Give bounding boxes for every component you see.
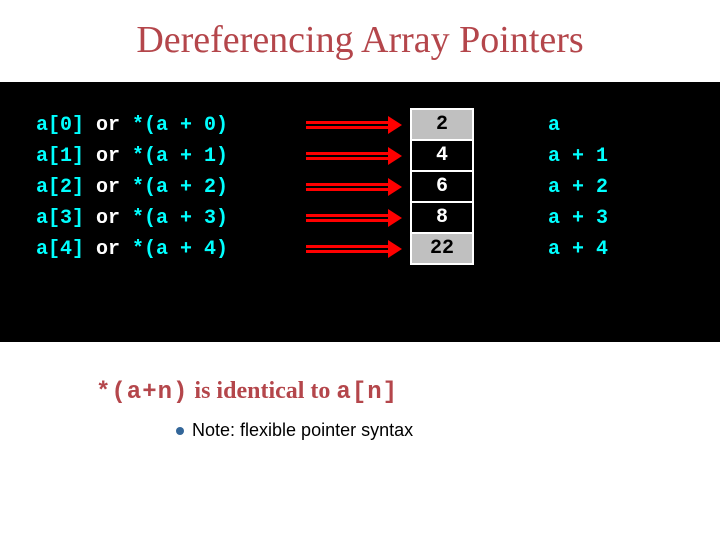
expression-row: a[0] or *(a + 0) — [36, 110, 228, 141]
array-value-cell: 8 — [411, 202, 473, 233]
address-expr: a — [548, 110, 608, 141]
identity-code-left: *(a+n) — [96, 379, 188, 406]
or-text: or — [84, 207, 132, 230]
or-text: or — [84, 238, 132, 261]
subscript-expr: a[0] — [36, 114, 84, 137]
table-row: 4 — [411, 140, 473, 171]
expression-row: a[4] or *(a + 4) — [36, 234, 228, 265]
identity-statement: *(a+n) is identical to a[n] — [96, 378, 720, 406]
or-text: or — [84, 145, 132, 168]
or-text: or — [84, 176, 132, 199]
table-row: 8 — [411, 202, 473, 233]
or-text: or — [84, 114, 132, 137]
table-row: 22 — [411, 233, 473, 264]
identity-mid-text: is identical to — [188, 378, 336, 404]
arrow-icon — [306, 114, 402, 145]
address-expr: a + 1 — [548, 141, 608, 172]
pointer-expr: *(a + 2) — [132, 176, 228, 199]
array-value-cell: 22 — [411, 233, 473, 264]
pointer-expr: *(a + 0) — [132, 114, 228, 137]
pointer-expr: *(a + 1) — [132, 145, 228, 168]
expression-row: a[2] or *(a + 2) — [36, 172, 228, 203]
bullet-icon — [176, 427, 184, 435]
arrow-icon — [306, 238, 402, 269]
summary-block: *(a+n) is identical to a[n] Note: flexib… — [0, 378, 720, 441]
note-line: Note: flexible pointer syntax — [96, 420, 720, 441]
table-row: 2 — [411, 109, 473, 140]
address-expr: a + 2 — [548, 172, 608, 203]
code-illustration-panel: a[0] or *(a + 0)a[1] or *(a + 1)a[2] or … — [0, 82, 720, 342]
expression-row: a[3] or *(a + 3) — [36, 203, 228, 234]
subscript-expr: a[2] — [36, 176, 84, 199]
expression-row: a[1] or *(a + 1) — [36, 141, 228, 172]
array-value-cell: 4 — [411, 140, 473, 171]
array-values-table: 246822 — [410, 108, 474, 265]
subscript-expr: a[3] — [36, 207, 84, 230]
address-expr: a + 4 — [548, 234, 608, 265]
address-column: aa + 1a + 2a + 3a + 4 — [548, 110, 608, 265]
table-row: 6 — [411, 171, 473, 202]
address-expr: a + 3 — [548, 203, 608, 234]
arrow-icon — [306, 145, 402, 176]
pointer-expr: *(a + 3) — [132, 207, 228, 230]
subscript-expr: a[1] — [36, 145, 84, 168]
identity-code-right: a[n] — [336, 379, 398, 406]
arrow-icon — [306, 176, 402, 207]
expressions-column: a[0] or *(a + 0)a[1] or *(a + 1)a[2] or … — [36, 110, 228, 265]
subscript-expr: a[4] — [36, 238, 84, 261]
array-value-cell: 6 — [411, 171, 473, 202]
pointer-expr: *(a + 4) — [132, 238, 228, 261]
note-text: Note: flexible pointer syntax — [192, 420, 413, 440]
arrow-icon — [306, 207, 402, 238]
slide-title: Dereferencing Array Pointers — [0, 18, 720, 62]
array-value-cell: 2 — [411, 109, 473, 140]
arrows-column — [306, 114, 402, 269]
